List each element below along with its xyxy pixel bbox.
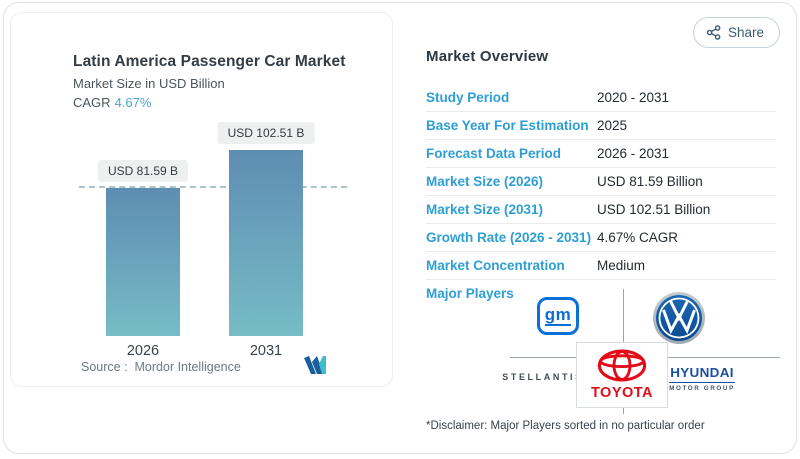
chart-subtitle: Market Size in USD Billion	[73, 76, 225, 91]
hyundai-logo-subtext: MOTOR GROUP	[669, 382, 735, 392]
chart-panel: Latin America Passenger Car Market Marke…	[10, 12, 393, 387]
volkswagen-logo-icon	[652, 291, 706, 350]
overview-row-label: Base Year For Estimation	[426, 118, 589, 133]
overview-row: Base Year For Estimation 2025	[426, 112, 776, 140]
share-icon	[706, 25, 721, 40]
bar-value-label: USD 81.59 B	[97, 160, 189, 182]
toyota-logo-text: TOYOTA	[590, 385, 654, 401]
bar-value-label: USD 102.51 B	[217, 122, 315, 144]
toyota-logo-card: TOYOTA	[576, 342, 668, 408]
overview-row-value: 2026 - 2031	[597, 146, 670, 161]
source-text: Source : Mordor Intelligence	[81, 359, 241, 374]
share-button[interactable]: Share	[692, 17, 780, 48]
cagr-label: CAGR	[73, 95, 111, 110]
overview-heading: Market Overview	[426, 48, 549, 65]
overview-row-label: Growth Rate (2026 - 2031)	[426, 230, 592, 245]
category-label: 2026	[126, 343, 160, 359]
share-button-label: Share	[727, 25, 764, 40]
overview-row-label: Market Size (2031)	[426, 202, 544, 217]
cagr-value: 4.67%	[114, 95, 152, 110]
major-players-label: Major Players	[426, 286, 514, 301]
toyota-emblem-icon	[597, 349, 647, 382]
disclaimer-text: *Disclaimer: Major Players sorted in no …	[426, 420, 705, 432]
overview-row-value: 4.67% CAGR	[597, 230, 679, 245]
overview-row-value: Medium	[597, 258, 646, 273]
stellantis-logo: STELLANTIS	[502, 372, 584, 382]
overview-row: Forecast Data Period 2026 - 2031	[426, 140, 776, 168]
hyundai-motor-group-logo: HYUNDAI MOTOR GROUP	[669, 365, 735, 392]
bar-2026	[106, 188, 180, 336]
overview-row: Market Size (2026) USD 81.59 Billion	[426, 168, 776, 196]
overview-row: Market Size (2031) USD 102.51 Billion	[426, 196, 776, 224]
overview-row-value: 2020 - 2031	[597, 90, 670, 105]
overview-row-value: USD 81.59 Billion	[597, 174, 703, 189]
bar-2031	[229, 150, 303, 336]
chart-cagr: CAGR 4.67%	[73, 95, 151, 110]
overview-row: Growth Rate (2026 - 2031) 4.67% CAGR	[426, 224, 776, 252]
overview-row: Study Period 2020 - 2031	[426, 84, 776, 112]
overview-row: Market Concentration Medium	[426, 252, 776, 280]
reference-line	[79, 186, 347, 188]
overview-row-value: 2025	[597, 118, 628, 133]
overview-table: Study Period 2020 - 2031 Base Year For Est…	[426, 84, 776, 280]
overview-row-label: Market Concentration	[426, 258, 565, 273]
major-players-logos: gm STELLANTIS	[423, 283, 783, 423]
gm-logo: gm	[537, 297, 579, 335]
overview-row-label: Market Size (2026)	[426, 174, 544, 189]
gm-logo-text: gm	[544, 305, 572, 326]
market-snapshot-card: Share Latin America Passenger Car Market…	[3, 2, 797, 454]
overview-row-value: USD 102.51 Billion	[597, 202, 711, 217]
overview-row-label: Forecast Data Period	[426, 146, 562, 161]
hyundai-logo-text: HYUNDAI	[670, 365, 734, 380]
bar-chart: USD 81.59 B 2026 USD 102.51 B 2031	[11, 122, 392, 359]
mordor-intelligence-logo-icon	[303, 356, 327, 377]
category-label: 2031	[249, 343, 283, 359]
overview-row-label: Study Period	[426, 90, 510, 105]
source-row: Source : Mordor Intelligence	[81, 356, 327, 377]
chart-title: Latin America Passenger Car Market	[73, 53, 346, 70]
